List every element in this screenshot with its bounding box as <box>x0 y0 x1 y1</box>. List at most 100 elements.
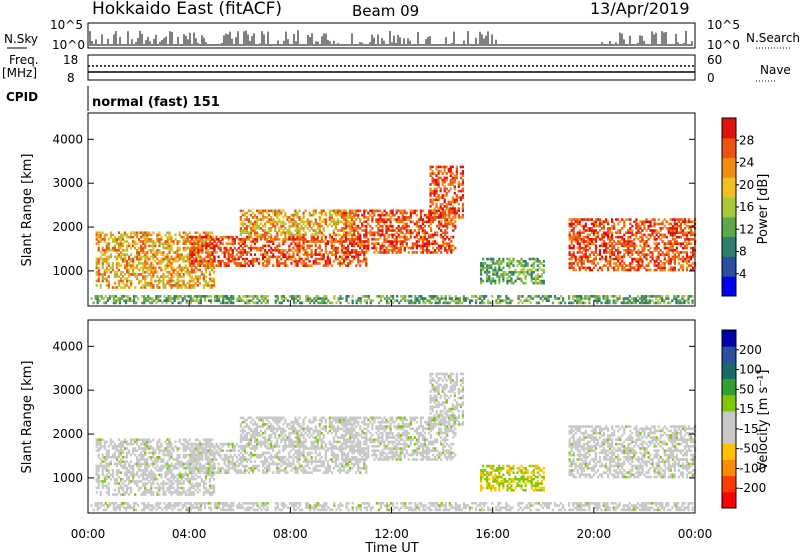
power-cell <box>264 264 267 267</box>
power-cell <box>200 273 204 276</box>
power-cell <box>198 268 201 272</box>
power-cell <box>389 211 392 215</box>
power-cell <box>462 299 466 303</box>
power-cell <box>138 240 141 243</box>
power-cell <box>429 187 432 191</box>
power-cell <box>152 268 155 272</box>
power-cell <box>671 231 674 235</box>
power-cell <box>302 264 305 267</box>
power-cell <box>637 227 640 230</box>
power-cell <box>351 259 354 263</box>
power-cell <box>509 299 512 303</box>
power-cell <box>202 273 206 276</box>
power-cell <box>206 248 210 252</box>
power-cell <box>317 295 320 298</box>
power-cell <box>631 248 634 252</box>
power-cell <box>594 257 598 261</box>
power-cell <box>296 242 299 245</box>
power-cell <box>392 295 395 298</box>
power-cell <box>117 268 121 272</box>
power-cell <box>158 266 161 270</box>
power-cell <box>619 255 622 259</box>
power-cell <box>655 242 658 245</box>
velocity-cell <box>95 471 98 474</box>
power-cell <box>655 229 658 232</box>
power-cell <box>349 233 352 237</box>
power-cell <box>206 284 210 287</box>
power-cell <box>574 255 577 259</box>
power-cell <box>188 284 191 287</box>
power-cell <box>631 233 634 237</box>
power-cell <box>262 264 265 267</box>
power-cell <box>423 242 427 245</box>
power-cell <box>600 235 604 239</box>
power-cell <box>508 264 511 267</box>
power-cell <box>328 235 331 239</box>
power-cell <box>312 211 315 215</box>
power-cell <box>520 270 523 274</box>
power-cell <box>191 259 194 263</box>
power-cell <box>95 233 98 237</box>
power-cell <box>123 259 127 263</box>
power-cell <box>296 295 300 298</box>
power-cell <box>316 257 319 261</box>
power-cell <box>451 172 454 175</box>
power-cell <box>142 242 145 245</box>
power-cell <box>320 255 323 259</box>
power-cell <box>221 251 224 254</box>
power-cell <box>105 251 108 254</box>
power-cell <box>178 255 181 259</box>
power-cell <box>233 240 236 243</box>
power-cell <box>436 297 439 300</box>
power-cell <box>249 231 253 235</box>
power-cell <box>103 233 106 237</box>
power-cell <box>606 299 609 303</box>
power-cell <box>119 253 123 256</box>
power-cell <box>398 301 401 305</box>
power-cell <box>280 220 283 224</box>
power-cell <box>490 277 493 281</box>
velocity-cell <box>109 440 112 444</box>
power-cell <box>665 227 668 230</box>
power-cell <box>470 299 474 303</box>
power-cell <box>142 275 145 278</box>
power-cell <box>578 222 581 226</box>
power-cell <box>310 238 313 241</box>
power-cell <box>178 286 181 289</box>
power-cell <box>613 251 616 254</box>
power-cell <box>219 240 222 243</box>
power-cell <box>162 286 165 289</box>
power-cell <box>292 299 296 303</box>
power-cell <box>613 227 616 230</box>
power-cell <box>580 301 583 305</box>
power-cell <box>653 264 656 267</box>
velocity-cell <box>95 473 98 477</box>
power-cell <box>669 268 672 272</box>
power-cell <box>359 299 362 303</box>
power-cell <box>367 211 370 215</box>
power-cell <box>190 270 193 274</box>
power-cell <box>572 255 575 259</box>
power-cell <box>255 259 259 263</box>
power-cell <box>576 222 579 226</box>
power-cell <box>324 259 327 263</box>
power-cell <box>639 257 642 261</box>
colorbar-segment <box>722 216 736 238</box>
power-cell <box>582 231 585 235</box>
power-cell <box>414 299 417 303</box>
power-cell <box>691 262 695 265</box>
power-cell <box>276 264 279 267</box>
velocity-cell <box>117 488 121 492</box>
power-cell <box>594 295 597 298</box>
power-cell <box>138 259 141 263</box>
velocity-cell <box>99 458 102 461</box>
power-cell <box>580 251 583 254</box>
power-cell <box>105 277 108 281</box>
power-cell <box>415 242 418 245</box>
power-cell <box>174 255 177 259</box>
power-cell <box>553 297 557 300</box>
power-cell <box>101 273 104 276</box>
power-cell <box>570 218 573 221</box>
power-cell <box>385 301 389 305</box>
power-cell <box>669 233 672 237</box>
